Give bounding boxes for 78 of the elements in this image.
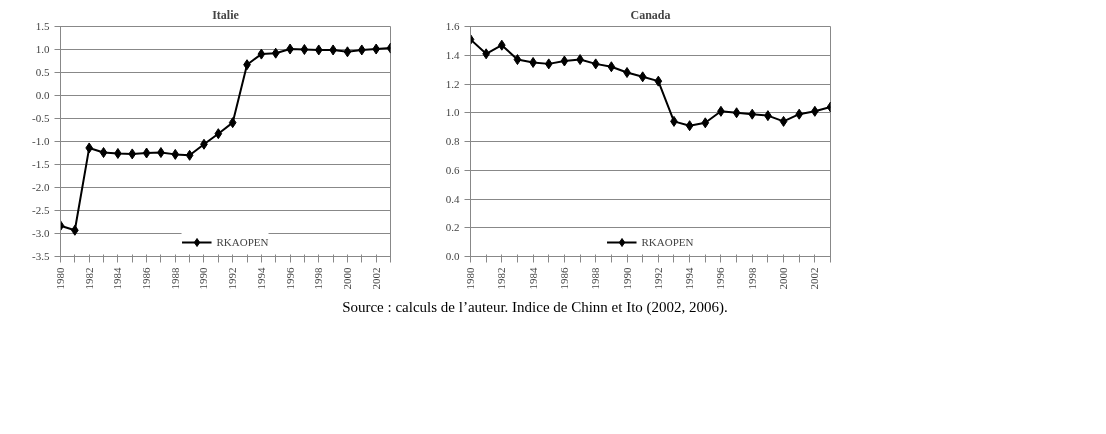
y-tick-label: 1.0 xyxy=(35,43,50,55)
point xyxy=(591,58,600,70)
x-tick-label: 1980 xyxy=(464,267,476,290)
point xyxy=(314,44,323,56)
y-tick-label: 1.6 xyxy=(445,20,460,32)
x-tick-label: 1982 xyxy=(82,267,95,290)
y-tick-label: -1.0 xyxy=(32,135,50,147)
y-tick-label: -0.5 xyxy=(32,112,50,124)
y-tick-label: 1.5 xyxy=(35,20,50,32)
x-tick-label: 1988 xyxy=(589,267,602,290)
x-tick-label: 1986 xyxy=(557,267,570,290)
point xyxy=(257,48,266,60)
point xyxy=(99,147,108,159)
y-tick-label: 0.4 xyxy=(445,192,460,205)
point xyxy=(271,47,280,59)
point xyxy=(357,44,366,56)
source-note: Source : calculs de l’auteur. Indice de Chinn et Ito (2002, 2006). xyxy=(342,298,728,317)
y-tick-label: -3.0 xyxy=(32,227,50,239)
y-tick-label: -2.5 xyxy=(32,204,50,216)
x-tick-label: 1986 xyxy=(140,267,153,290)
y-tick-label: 0.2 xyxy=(445,221,460,234)
y-tick-label: 1.0 xyxy=(445,106,460,119)
x-tick-label: 1996 xyxy=(283,267,296,290)
point xyxy=(560,55,569,67)
point xyxy=(748,108,757,120)
x-tick-label: 1980 xyxy=(54,267,66,290)
x-tick-label: 1996 xyxy=(714,267,727,290)
x-tick-label: 1992 xyxy=(226,267,239,290)
point xyxy=(142,147,151,159)
point xyxy=(544,58,553,70)
point xyxy=(795,108,804,120)
point xyxy=(85,142,94,154)
point xyxy=(607,61,616,73)
x-tick-label: 2000 xyxy=(340,267,353,290)
y-tick-label: 1.4 xyxy=(445,48,460,61)
point xyxy=(623,67,631,78)
y-tick-label: 0.0 xyxy=(35,89,50,101)
x-tick-label: 1998 xyxy=(312,267,325,290)
y-tick-label: 1.2 xyxy=(445,77,460,90)
y-tick-label: 0.6 xyxy=(445,163,460,176)
y-tick-label: -1.5 xyxy=(32,158,50,170)
x-tick-label: 1998 xyxy=(745,267,758,290)
chart-title: Italie xyxy=(212,7,240,22)
x-tick-label: 2002 xyxy=(369,267,382,290)
legend-label: RKAOPEN xyxy=(641,236,694,248)
point xyxy=(685,120,694,132)
chart-title: Canada xyxy=(630,7,671,22)
point xyxy=(171,148,180,160)
point xyxy=(300,44,309,55)
x-tick-label: 1984 xyxy=(526,267,539,290)
point xyxy=(185,149,194,161)
point xyxy=(497,39,506,51)
y-tick-label: -2.0 xyxy=(32,181,50,193)
y-tick-label: 0.5 xyxy=(35,66,50,78)
point xyxy=(638,71,647,83)
y-tick-label: -3.5 xyxy=(32,250,50,262)
point xyxy=(128,148,137,160)
y-tick-label: 0.0 xyxy=(445,250,460,262)
point xyxy=(513,54,522,66)
x-tick-label: 2000 xyxy=(777,267,790,290)
x-tick-label: 1994 xyxy=(254,267,267,290)
point xyxy=(214,128,223,140)
x-tick-label: 1990 xyxy=(620,267,633,290)
x-tick-label: 1988 xyxy=(168,267,181,290)
point xyxy=(654,75,663,87)
x-tick-label: 1994 xyxy=(683,267,696,290)
point xyxy=(732,107,741,119)
y-tick-label: 0.8 xyxy=(445,135,460,147)
point xyxy=(701,117,710,129)
legend-label: RKAOPEN xyxy=(216,236,269,248)
x-tick-label: 1982 xyxy=(495,267,508,290)
point xyxy=(343,46,352,58)
x-tick-label: 1984 xyxy=(111,267,124,290)
x-tick-label: 2002 xyxy=(808,267,821,290)
point xyxy=(228,117,237,129)
x-tick-label: 1990 xyxy=(197,267,210,290)
point xyxy=(779,115,788,127)
x-tick-label: 1992 xyxy=(651,267,664,290)
